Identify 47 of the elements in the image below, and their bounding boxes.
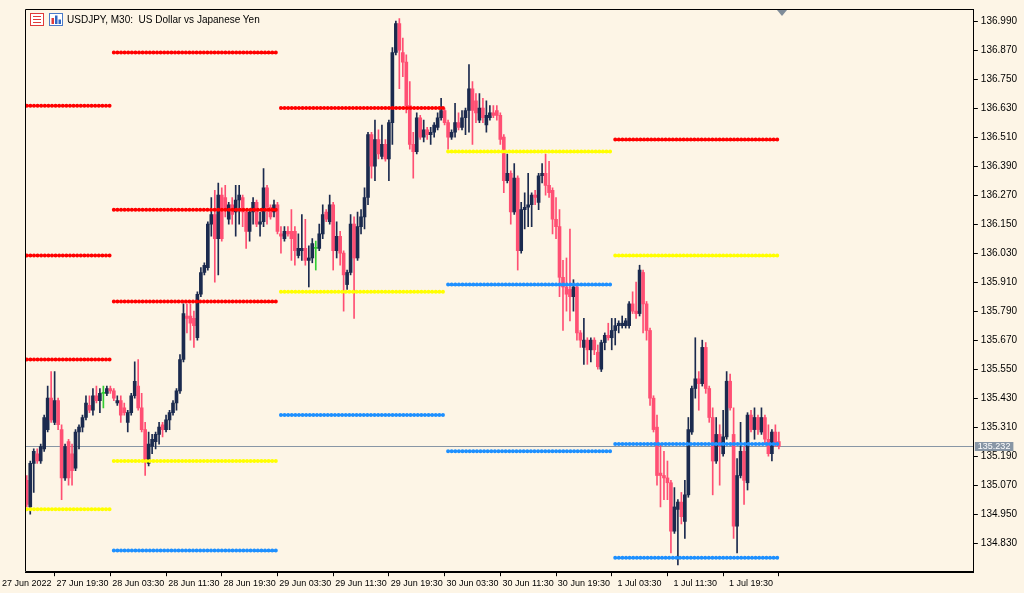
y-tick-label: 136.150 [980, 217, 1018, 229]
candlestick [582, 318, 586, 365]
x-tick-label: 27 Jun 19:30 [56, 578, 109, 589]
x-tick-label: 30 Jun 19:30 [557, 578, 610, 589]
y-tick-label: 136.870 [980, 43, 1018, 55]
y-tick-label: 134.830 [980, 536, 1018, 548]
y-tick-label: 136.750 [980, 72, 1018, 84]
x-tick-label: 29 Jun 03:30 [279, 578, 332, 589]
y-tick-label: 135.310 [980, 420, 1018, 432]
candlestick [185, 303, 189, 334]
y-tick-label: 135.550 [980, 362, 1018, 374]
candlestick [613, 318, 618, 346]
candlestick [634, 281, 638, 319]
candlestick [606, 322, 611, 341]
y-tick-label: 136.510 [980, 130, 1018, 142]
x-tick-label: 1 Jul 03:30 [617, 578, 662, 589]
y-tick-label: 135.790 [980, 304, 1018, 316]
x-tick-label: 1 Jul 19:30 [728, 578, 774, 589]
y-tick-label: 135.070 [980, 478, 1018, 490]
chart-title: USDJPY, M30: US Dollar vs Japanese Yen [67, 13, 260, 25]
y-tick-label: 136.030 [980, 246, 1018, 258]
x-tick-label: 29 Jun 19:30 [390, 578, 443, 589]
y-tick-label: 135.910 [980, 275, 1018, 287]
y-tick-label: 136.390 [980, 159, 1018, 171]
x-tick-label: 30 Jun 11:30 [502, 578, 554, 589]
candlestick [526, 173, 530, 227]
y-tick-label: 134.950 [980, 507, 1018, 519]
candlestick [696, 371, 701, 411]
x-tick-label: 28 Jun 03:30 [112, 578, 165, 589]
candlestick [609, 318, 614, 351]
y-tick-label: 136.990 [980, 14, 1018, 26]
y-tick-label: 135.670 [980, 333, 1018, 345]
x-tick-label: 28 Jun 11:30 [168, 578, 220, 589]
candlestick [286, 226, 290, 237]
candlestick [533, 189, 537, 206]
y-tick-label: 135.430 [980, 391, 1018, 403]
y-tick-label: 136.270 [980, 188, 1018, 200]
candlestick [115, 395, 120, 406]
x-tick-label: 29 Jun 11:30 [335, 578, 387, 589]
candlestick [568, 228, 572, 322]
x-tick-label: 28 Jun 19:30 [223, 578, 276, 589]
x-tick-label: 1 Jul 11:30 [673, 578, 717, 589]
y-tick-label: 135.190 [980, 449, 1018, 461]
x-tick-label: 27 Jun 2022 [2, 578, 52, 589]
ref-line-label: 135.232 [977, 440, 1011, 451]
y-tick-label: 136.630 [980, 101, 1018, 113]
x-tick-label: 30 Jun 03:30 [446, 578, 499, 589]
